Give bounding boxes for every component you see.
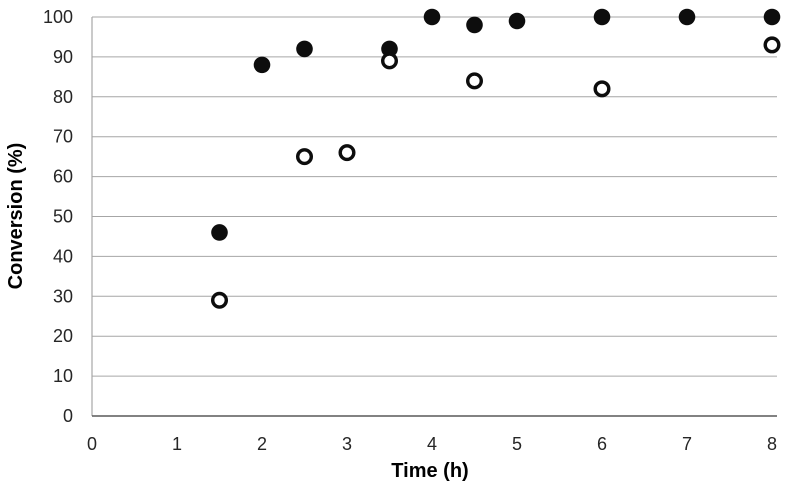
y-tick-label: 0 bbox=[63, 406, 73, 426]
data-point-solid bbox=[296, 40, 313, 58]
tick-labels-layer: 0 10 20 30 40 50 60 70 80 90 100 0 1 2 3 4 5 6 7 8 bbox=[43, 7, 777, 454]
data-point-open bbox=[466, 72, 484, 90]
x-tick-label: 0 bbox=[87, 434, 97, 454]
y-tick-label: 40 bbox=[53, 246, 73, 266]
y-axis-title: Conversion (%) bbox=[5, 143, 27, 290]
data-points-layer bbox=[210, 8, 781, 309]
data-point-open bbox=[338, 144, 356, 162]
y-tick-label: 70 bbox=[53, 127, 73, 147]
x-tick-label: 6 bbox=[597, 434, 607, 454]
data-point-solid bbox=[593, 8, 611, 26]
x-tick-label: 7 bbox=[682, 434, 692, 454]
data-point-open bbox=[296, 148, 314, 166]
y-tick-label: 10 bbox=[53, 366, 73, 386]
data-point-solid bbox=[423, 8, 441, 26]
data-point-solid bbox=[211, 224, 228, 241]
x-tick-label: 8 bbox=[767, 434, 777, 454]
y-tick-label: 100 bbox=[43, 7, 73, 27]
data-point-solid bbox=[381, 40, 398, 58]
data-point-solid bbox=[253, 56, 271, 74]
data-point-solid bbox=[763, 8, 781, 26]
x-tick-label: 4 bbox=[427, 434, 437, 454]
x-axis-title: Time (h) bbox=[391, 460, 468, 482]
x-tick-label: 3 bbox=[342, 434, 352, 454]
data-point-open bbox=[381, 52, 399, 70]
y-tick-label: 30 bbox=[53, 286, 73, 306]
data-point-solid bbox=[466, 16, 483, 34]
axes-layer bbox=[91, 17, 777, 417]
y-tick-label: 60 bbox=[53, 167, 73, 187]
data-point-open bbox=[763, 36, 781, 54]
data-point-open bbox=[210, 291, 228, 309]
gridlines-layer bbox=[92, 16, 777, 377]
y-tick-label: 90 bbox=[53, 47, 73, 67]
y-tick-label: 50 bbox=[53, 207, 73, 227]
x-tick-label: 5 bbox=[512, 434, 522, 454]
data-point-open bbox=[593, 80, 611, 98]
x-tick-label: 1 bbox=[172, 434, 182, 454]
x-tick-label: 2 bbox=[257, 434, 267, 454]
data-point-solid bbox=[678, 8, 696, 26]
y-tick-label: 20 bbox=[53, 326, 73, 346]
data-point-solid bbox=[508, 12, 526, 30]
y-tick-label: 80 bbox=[53, 87, 73, 107]
